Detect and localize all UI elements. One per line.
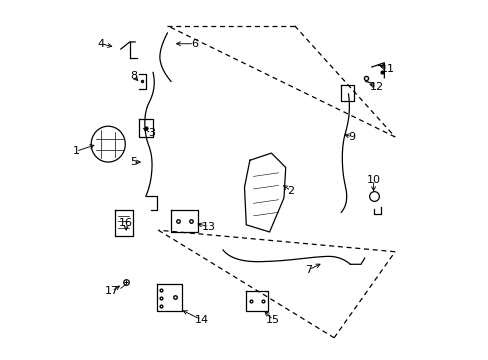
Text: 10: 10	[366, 175, 380, 185]
Text: 2: 2	[287, 186, 294, 196]
Text: 17: 17	[104, 286, 119, 296]
Text: 4: 4	[97, 39, 104, 49]
Text: 15: 15	[265, 315, 280, 325]
Text: 1: 1	[72, 146, 79, 156]
Text: 8: 8	[129, 71, 137, 81]
Text: 14: 14	[194, 315, 208, 325]
Text: 16: 16	[119, 218, 133, 228]
Text: 7: 7	[305, 265, 312, 275]
Text: 12: 12	[369, 82, 384, 92]
Text: 9: 9	[348, 132, 355, 142]
Text: 13: 13	[201, 222, 215, 231]
Text: 11: 11	[380, 64, 394, 74]
Text: 3: 3	[147, 129, 154, 138]
Text: 6: 6	[190, 39, 197, 49]
Text: 5: 5	[130, 157, 137, 167]
